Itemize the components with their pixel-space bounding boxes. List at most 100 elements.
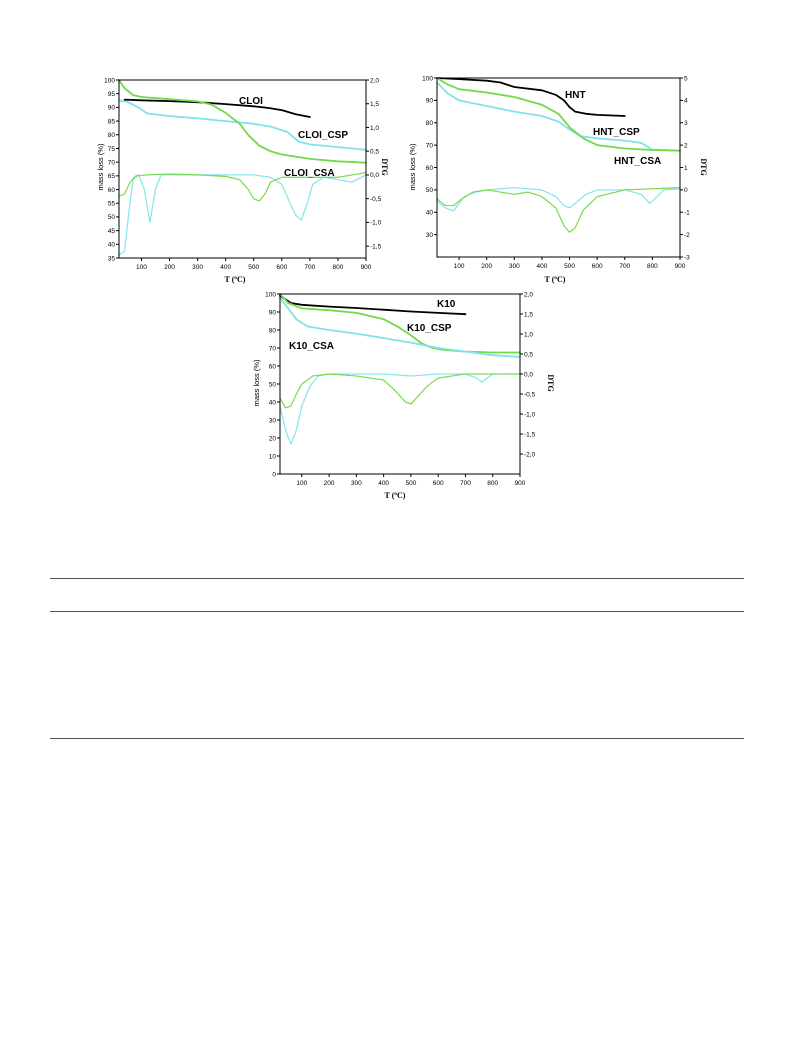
y-tick-label: 80 bbox=[108, 132, 116, 139]
y-tick-label: 30 bbox=[269, 417, 277, 424]
x-tick-label: 900 bbox=[515, 480, 526, 487]
y2-tick-label: 0,5 bbox=[524, 351, 533, 358]
y2-tick-label: -0,5 bbox=[524, 391, 536, 398]
y-axis-title: mass loss (%) bbox=[96, 143, 105, 191]
y-tick-label: 60 bbox=[108, 187, 116, 194]
y-tick-label: 55 bbox=[108, 201, 116, 208]
y-tick-label: 90 bbox=[269, 309, 277, 316]
y2-tick-label: 0,0 bbox=[524, 371, 533, 378]
series-label-k10-csp: K10_CSP bbox=[407, 323, 452, 334]
y2-tick-label: 0,5 bbox=[370, 149, 379, 156]
y-axis-title: mass loss (%) bbox=[252, 359, 261, 407]
x-axis-title: T (ºC) bbox=[545, 275, 566, 284]
y2-tick-label: 1,0 bbox=[370, 125, 379, 132]
y-tick-label: 35 bbox=[108, 255, 116, 262]
y2-tick-label: 1,0 bbox=[524, 331, 533, 338]
series-label-hnt-csa: HNT_CSA bbox=[614, 156, 661, 167]
series-line-hnt-csa-dtg bbox=[436, 186, 681, 234]
y2-tick-label: 0 bbox=[684, 187, 688, 194]
plot-frame bbox=[279, 293, 521, 475]
y2-tick-label: 5 bbox=[684, 75, 688, 82]
x-tick-label: 100 bbox=[296, 480, 307, 487]
x-tick-label: 400 bbox=[378, 480, 389, 487]
x-tick-label: 800 bbox=[487, 480, 498, 487]
x-tick-label: 200 bbox=[481, 263, 492, 270]
y-tick-label: 40 bbox=[269, 399, 277, 406]
x-tick-label: 900 bbox=[675, 263, 686, 270]
y2-tick-label: 1,5 bbox=[370, 101, 379, 108]
x-tick-label: 400 bbox=[537, 263, 548, 270]
series-line-cloi-csa-dtg bbox=[118, 171, 367, 202]
y-tick-label: 70 bbox=[426, 142, 434, 149]
y-tick-label: 90 bbox=[108, 105, 116, 112]
series-label-hnt: HNT bbox=[565, 90, 586, 101]
series-label-hnt-csp: HNT_CSP bbox=[593, 127, 640, 138]
x-tick-label: 200 bbox=[324, 480, 335, 487]
y2-tick-label: -2,0 bbox=[524, 451, 536, 458]
x-tick-label: 300 bbox=[192, 264, 203, 271]
y-tick-label: 50 bbox=[269, 381, 277, 388]
x-tick-label: 200 bbox=[164, 264, 175, 271]
chart-k10: 100 200 300 400 500 600 700 800 9001009080706050… bbox=[252, 291, 555, 500]
y-tick-label: 50 bbox=[426, 187, 434, 194]
y2-tick-label: 3 bbox=[684, 120, 688, 127]
series-label-k10-csa: K10_CSA bbox=[289, 341, 334, 352]
series-label-cloi: CLOI bbox=[239, 96, 263, 107]
chart-hnt: 100 200 300 400 500 600 700 800 9001009080706050… bbox=[408, 75, 708, 284]
y-tick-label: 80 bbox=[269, 327, 277, 334]
x-tick-label: 100 bbox=[136, 264, 147, 271]
y2-tick-label: -3 bbox=[684, 254, 690, 261]
y2-tick-label: 4 bbox=[684, 98, 688, 105]
y2-tick-label: 1,5 bbox=[524, 311, 533, 318]
table-top-rule bbox=[50, 578, 744, 579]
y-tick-label: 100 bbox=[265, 291, 276, 298]
y2-tick-label: 2 bbox=[684, 142, 688, 149]
x-axis-title: T (ºC) bbox=[385, 491, 406, 500]
x-tick-label: 300 bbox=[509, 263, 520, 270]
series-line-hnt-csp-tg bbox=[436, 81, 681, 152]
series-line-k10-csa-tg bbox=[279, 296, 521, 358]
series-label-cloi-csa: CLOI_CSA bbox=[284, 168, 335, 179]
y2-tick-label: -0,5 bbox=[370, 196, 382, 203]
y-tick-label: 100 bbox=[104, 77, 115, 84]
x-tick-label: 700 bbox=[619, 263, 630, 270]
x-tick-label: 400 bbox=[220, 264, 231, 271]
plot-frame bbox=[118, 79, 367, 259]
y-tick-label: 30 bbox=[426, 232, 434, 239]
y2-tick-label: -1,5 bbox=[370, 243, 382, 250]
y-tick-label: 0 bbox=[272, 471, 276, 478]
x-tick-label: 600 bbox=[592, 263, 603, 270]
y-tick-label: 60 bbox=[269, 363, 277, 370]
x-tick-label: 500 bbox=[564, 263, 575, 270]
y2-tick-label: 0,0 bbox=[370, 172, 379, 179]
x-tick-label: 900 bbox=[361, 264, 372, 271]
series-line-cloi-csp-tg bbox=[118, 99, 367, 151]
plot-frame bbox=[436, 77, 681, 258]
y2-tick-label: -1,5 bbox=[524, 431, 536, 438]
y-tick-label: 70 bbox=[108, 159, 116, 166]
x-tick-label: 500 bbox=[405, 480, 416, 487]
y2-tick-label: 2,0 bbox=[370, 77, 379, 84]
y-tick-label: 60 bbox=[426, 165, 434, 172]
y-tick-label: 90 bbox=[426, 98, 434, 105]
y-tick-label: 10 bbox=[269, 453, 277, 460]
y-tick-label: 85 bbox=[108, 118, 116, 125]
x-tick-label: 700 bbox=[304, 264, 315, 271]
table-header-rule bbox=[50, 611, 744, 612]
y-tick-label: 95 bbox=[108, 91, 116, 98]
series-label-cloi-csp: CLOI_CSP bbox=[298, 130, 348, 141]
y2-tick-label: -1 bbox=[684, 210, 690, 217]
y-tick-label: 40 bbox=[108, 242, 116, 249]
y-tick-label: 40 bbox=[426, 210, 434, 217]
y-tick-label: 45 bbox=[108, 228, 116, 235]
x-tick-label: 600 bbox=[276, 264, 287, 271]
x-tick-label: 700 bbox=[460, 480, 471, 487]
series-line-hnt-csp-dtg bbox=[436, 186, 681, 212]
chart-cloi: 100 200 300 400 500 600 700 800 900 100 95 90 85 80 75… bbox=[96, 77, 389, 284]
y2-axis-title: DTG bbox=[546, 374, 555, 391]
y-tick-label: 80 bbox=[426, 120, 434, 127]
series-line-k10-csp-dtg bbox=[279, 373, 521, 409]
y-tick-label: 100 bbox=[422, 75, 433, 82]
y-tick-label: 50 bbox=[108, 214, 116, 221]
table-bottom-rule bbox=[50, 738, 744, 739]
